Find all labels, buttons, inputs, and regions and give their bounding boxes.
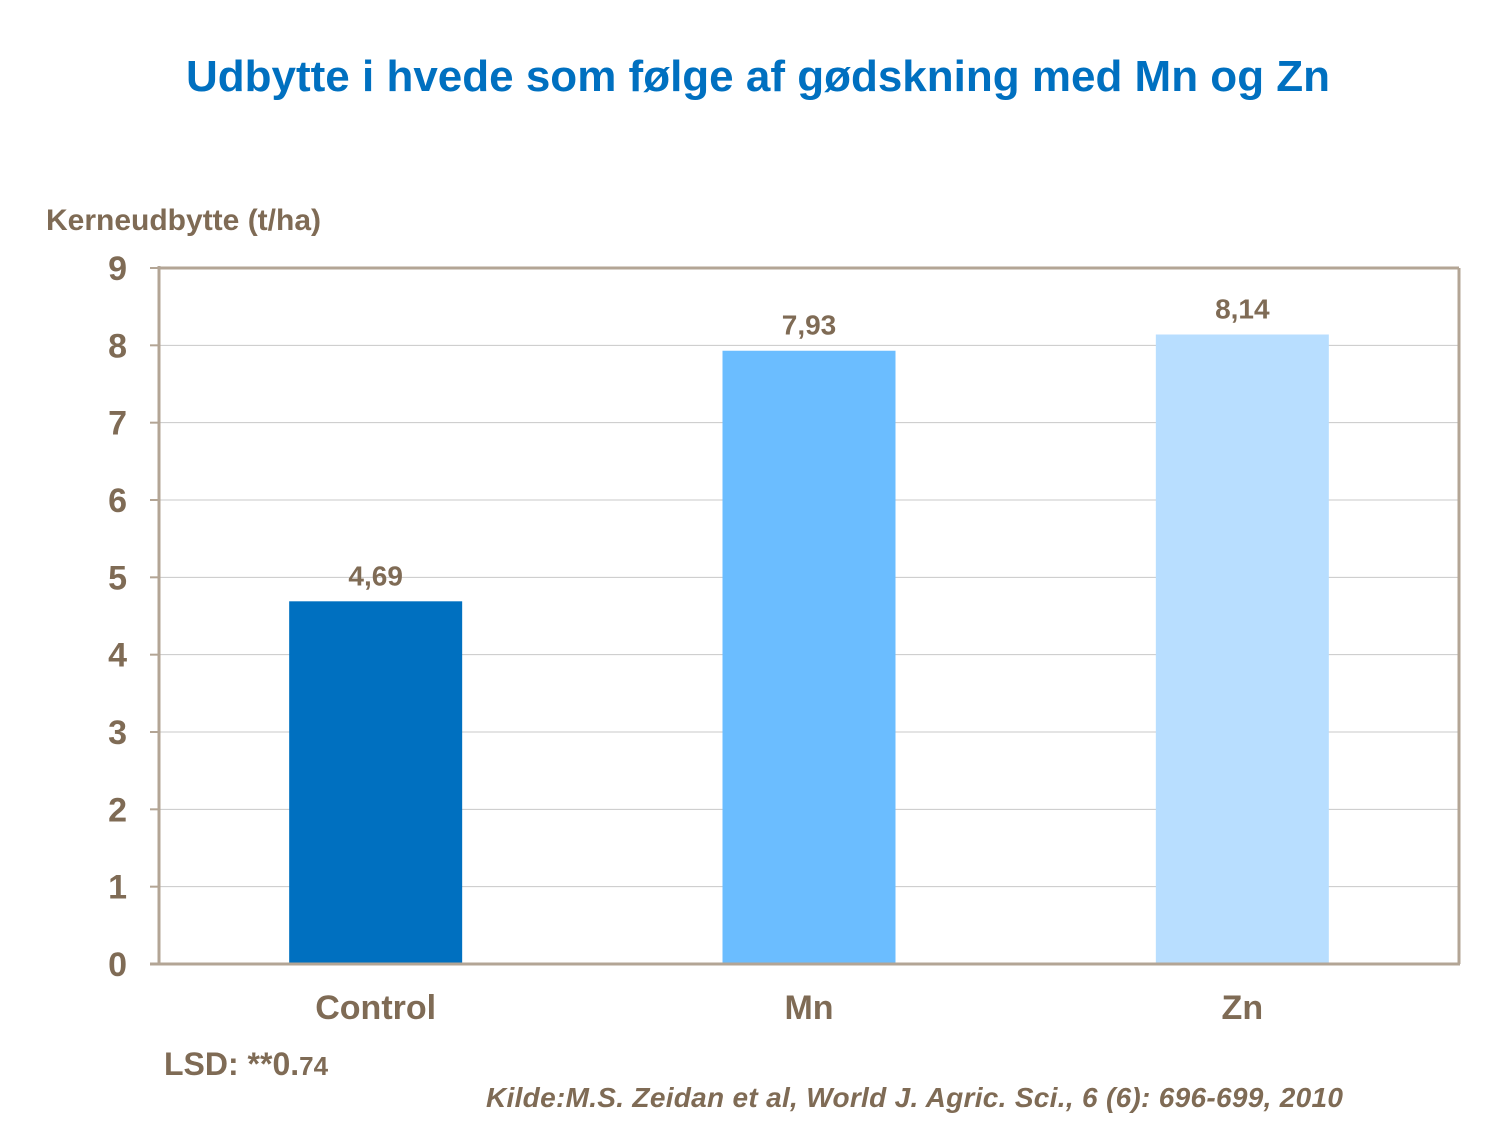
data-label: 8,14 <box>1215 294 1270 325</box>
data-label: 4,69 <box>348 560 403 591</box>
y-tick-label: 2 <box>108 791 127 829</box>
y-tick-label: 3 <box>108 714 127 752</box>
y-tick-label: 0 <box>108 946 127 984</box>
bar-mn <box>722 350 896 964</box>
data-label: 7,93 <box>782 310 837 341</box>
lsd-small-text: 74 <box>299 1051 329 1081</box>
lsd-annotation: LSD: **0.74 <box>164 1046 328 1083</box>
y-tick-label: 1 <box>108 869 127 907</box>
y-tick-label: 9 <box>108 250 127 288</box>
bar-control <box>289 601 463 964</box>
x-tick-label: Mn <box>784 989 833 1027</box>
source-citation: Kilde:M.S. Zeidan et al, World J. Agric.… <box>486 1082 1344 1113</box>
y-axis-label: Kerneudbytte (t/ha) <box>46 204 322 237</box>
chart-title: Udbytte i hvede som følge af gødskning m… <box>186 52 1331 101</box>
y-tick-label: 8 <box>108 327 127 365</box>
y-tick-label: 5 <box>108 559 127 597</box>
y-tick-label: 6 <box>108 482 127 520</box>
lsd-main-text: LSD: **0. <box>164 1046 300 1082</box>
y-tick-label: 4 <box>108 637 127 675</box>
x-tick-label: Control <box>315 989 436 1027</box>
y-tick-label: 7 <box>108 405 127 443</box>
bar-zn <box>1155 334 1329 964</box>
x-tick-label: Zn <box>1222 989 1264 1027</box>
